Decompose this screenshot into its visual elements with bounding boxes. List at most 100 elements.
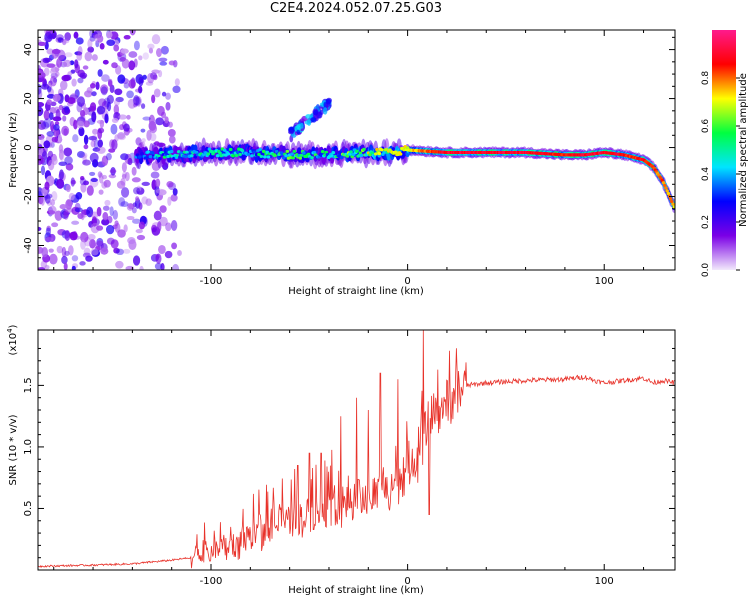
trace-branch	[306, 119, 312, 126]
noise-speckle	[49, 75, 57, 87]
noise-speckle	[38, 102, 45, 108]
noise-speckle	[120, 201, 129, 208]
noise-speckle	[59, 80, 68, 91]
noise-speckle	[126, 215, 135, 221]
noise-speckle	[84, 51, 93, 62]
noise-speckle	[64, 52, 73, 58]
noise-speckle	[75, 192, 83, 200]
noise-speckle	[64, 32, 71, 41]
noise-speckle	[74, 207, 83, 213]
noise-speckle	[123, 82, 130, 89]
noise-speckle	[132, 218, 141, 224]
spectrogram-trace-layer	[133, 97, 675, 214]
noise-speckle	[77, 77, 84, 84]
noise-speckle	[131, 207, 137, 214]
noise-speckle	[165, 101, 171, 111]
trace-core	[382, 150, 386, 155]
snr-frame	[37, 329, 676, 571]
noise-speckle	[105, 224, 115, 235]
trace-core	[290, 152, 294, 156]
noise-speckle	[85, 255, 93, 262]
noise-speckle	[131, 177, 141, 183]
noise-speckle	[63, 209, 69, 220]
snr-y-ticks: 0.5 1.0 1.5	[23, 347, 675, 559]
noise-speckle	[136, 234, 146, 241]
noise-speckle	[71, 220, 80, 225]
noise-speckle	[131, 166, 137, 176]
snr-y-label: SNR (10 * v/v)	[8, 414, 19, 485]
trace-branch	[319, 102, 325, 107]
noise-speckle	[64, 250, 70, 256]
noise-speckle	[127, 157, 133, 166]
noise-speckle	[70, 177, 76, 187]
noise-speckle	[157, 105, 165, 116]
noise-speckle	[126, 202, 134, 211]
trace-branch	[313, 109, 319, 116]
noise-speckle	[165, 92, 171, 100]
noise-speckle	[57, 228, 66, 236]
noise-speckle	[80, 182, 87, 193]
trace-branch	[310, 117, 316, 122]
noise-speckle	[119, 124, 125, 131]
noise-speckle	[106, 31, 113, 39]
noise-speckle	[56, 245, 64, 254]
noise-speckle	[54, 71, 60, 77]
noise-speckle	[58, 169, 64, 181]
noise-speckle	[170, 220, 178, 231]
spectrogram-x-label: Height of straight line (km)	[288, 286, 424, 297]
noise-speckle	[160, 45, 169, 55]
trace-core	[672, 205, 675, 209]
noise-speckle	[153, 88, 161, 98]
noise-speckle	[38, 267, 46, 270]
noise-speckle	[89, 152, 99, 163]
noise-speckle	[100, 247, 109, 255]
noise-speckle	[49, 107, 57, 114]
spectrogram-x-tick-label: -100	[200, 276, 223, 287]
noise-speckle	[76, 120, 85, 129]
noise-speckle	[150, 72, 158, 80]
trace-core	[377, 151, 382, 156]
colorbar-ticks: 0.0 0.2 0.4 0.6 0.8	[701, 71, 740, 277]
noise-speckle	[71, 255, 79, 262]
noise-speckle	[40, 165, 46, 176]
noise-speckle	[98, 189, 104, 195]
noise-speckle	[53, 124, 60, 131]
noise-speckle	[87, 234, 96, 241]
noise-speckle	[92, 34, 101, 40]
noise-speckle	[96, 105, 106, 115]
snr-x-tick-label: -100	[200, 576, 223, 587]
noise-speckle	[90, 140, 96, 148]
trace-branch	[299, 122, 304, 129]
noise-speckle	[58, 149, 64, 161]
noise-speckle	[46, 63, 56, 68]
trace-core	[298, 156, 303, 160]
noise-speckle	[142, 116, 151, 121]
noise-speckle	[88, 106, 97, 112]
spectrogram-y-label: Frequency (Hz)	[8, 112, 19, 188]
trace-core	[394, 150, 398, 154]
noise-speckle	[145, 81, 154, 86]
noise-speckle	[48, 112, 54, 121]
noise-speckle	[44, 57, 53, 63]
noise-speckle	[50, 199, 56, 206]
noise-speckle	[103, 179, 111, 188]
trace-branch	[322, 107, 328, 115]
noise-speckle	[96, 225, 104, 231]
snr-y-tick-label: 1.0	[23, 439, 34, 455]
trace-branch	[299, 118, 305, 123]
noise-speckle	[91, 211, 99, 219]
noise-speckle	[123, 123, 130, 132]
noise-speckle	[123, 224, 128, 233]
noise-speckle	[47, 150, 54, 159]
noise-speckle	[95, 40, 100, 48]
snr-y-tick-label: 0.5	[23, 501, 34, 517]
trace-core	[661, 181, 666, 185]
noise-speckle	[38, 41, 47, 46]
noise-speckle	[82, 159, 91, 166]
trace-core	[398, 152, 403, 156]
noise-speckle	[155, 178, 161, 188]
noise-speckle	[148, 120, 157, 131]
noise-speckle	[74, 51, 83, 56]
noise-speckle	[80, 239, 86, 250]
noise-speckle	[104, 199, 111, 206]
